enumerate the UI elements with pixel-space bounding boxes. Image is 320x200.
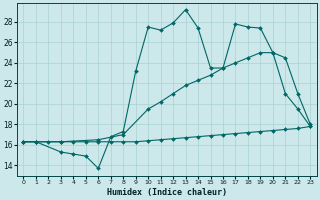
X-axis label: Humidex (Indice chaleur): Humidex (Indice chaleur) — [107, 188, 227, 197]
